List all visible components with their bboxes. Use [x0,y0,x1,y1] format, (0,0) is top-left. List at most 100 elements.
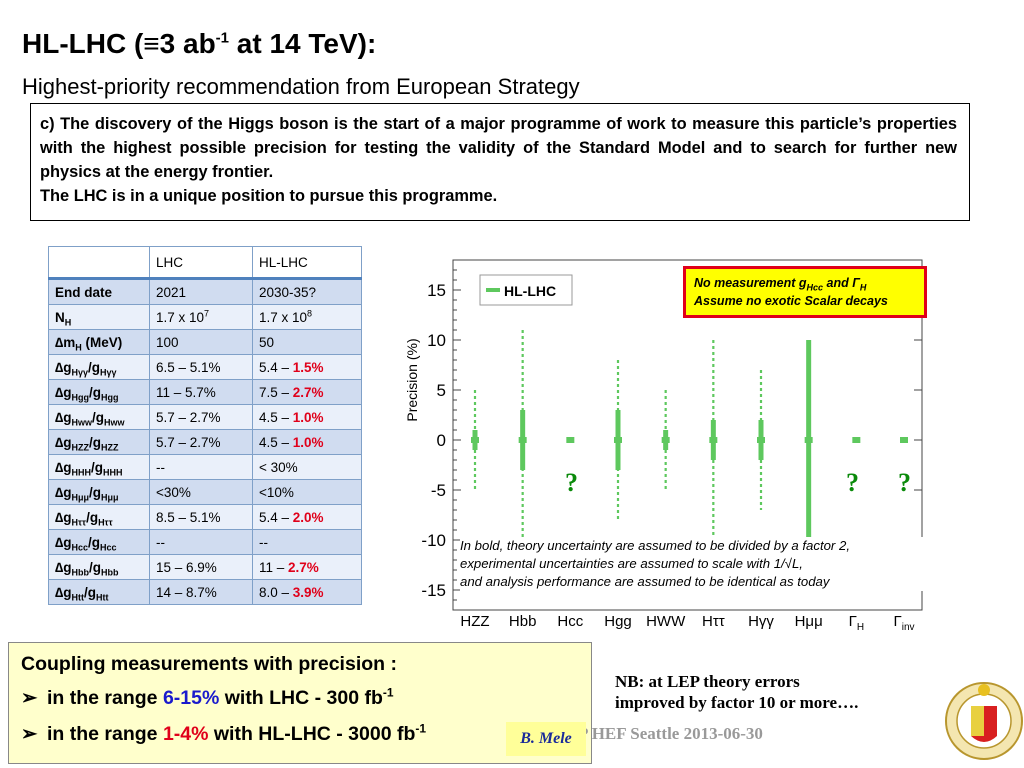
lhc-value: 100 [149,329,253,355]
y-tick-label: -15 [421,581,446,600]
table-row: ∆gHZZ/gHZZ 5.7 – 2.7% 4.5 – 1.0% [48,429,362,455]
hl-lhc-value: 1.7 x 108 [252,304,362,330]
y-tick-label: -5 [431,481,446,500]
lhc-value: 5.7 – 2.7% [149,429,253,455]
row-label: NH [48,304,150,330]
x-category-label: Hμμ [795,613,823,630]
x-category-label: Hgg [604,613,632,630]
table-row: NH 1.7 x 107 1.7 x 108 [48,304,362,330]
row-label: ∆gHgg/gHgg [48,379,150,405]
hl-lhc-value: 4.5 – 1.0% [252,404,362,430]
lep-note: NB: at LEP theory errors improved by fac… [615,672,859,712]
comparison-table: LHC HL-LHC End date 2021 2030-35? NH 1.7 x 1… [48,246,362,605]
data-point [852,437,861,443]
hl-lhc-value: 11 – 2.7% [252,554,362,580]
summary-item-hl-lhc: ➢ in the range 1-4% with HL-LHC - 3000 fb… [21,721,427,746]
conference-label: P HEF Seattle 2013-06-30 [578,724,763,743]
hl-lhc-value: < 30% [252,454,362,480]
data-point [471,437,479,443]
data-point [900,437,908,443]
lhc-value: 5.7 – 2.7% [149,404,253,430]
row-label: End date [48,278,150,305]
author-label: B. Mele [506,722,586,756]
data-point [614,437,622,443]
table-header-lhc: LHC [149,246,253,280]
hl-lhc-value: 50 [252,329,362,355]
y-tick-label: 15 [427,281,446,300]
lhc-value: 8.5 – 5.1% [149,504,253,530]
x-category-label: Hττ [702,613,725,630]
arrow-bullet-icon: ➢ [21,687,38,709]
legend-label: HL-LHC [504,283,556,299]
x-category-label: HWW [646,613,686,630]
data-point [804,437,813,443]
hl-lhc-value: 5.4 – 1.5% [252,354,362,380]
hl-lhc-value: 8.0 – 3.9% [252,579,362,605]
y-axis-label: Precision (%) [404,338,420,421]
table-row: ∆mH (MeV) 100 50 [48,329,362,355]
hl-lhc-value: <10% [252,479,362,505]
slide-subtitle: Highest-priority recommendation from Eur… [22,74,580,99]
row-label: ∆gHww/gHww [48,404,150,430]
strategy-text: c) The discovery of the Higgs boson is t… [40,115,957,181]
y-tick-label: 0 [437,431,446,450]
lhc-value: 2021 [149,278,253,305]
row-label: ∆gHHH/gHHH [48,454,150,480]
lhc-value: -- [149,529,253,555]
row-label: ∆mH (MeV) [48,329,150,355]
table-row: ∆gHgg/gHgg 11 – 5.7% 7.5 – 2.7% [48,379,362,405]
table-header-empty [48,246,150,280]
hl-lhc-value: 4.5 – 1.0% [252,429,362,455]
summary-heading: Coupling measurements with precision : [21,653,397,675]
lhc-value: 1.7 x 107 [149,304,253,330]
table-row: ∆gHww/gHww 5.7 – 2.7% 4.5 – 1.0% [48,404,362,430]
row-label: ∆gHcc/gHcc [48,529,150,555]
hl-lhc-value: 7.5 – 2.7% [252,379,362,405]
lhc-value: 6.5 – 5.1% [149,354,253,380]
row-label: ∆gHZZ/gHZZ [48,429,150,455]
table-row: ∆gHHH/gHHH -- < 30% [48,454,362,480]
data-point [661,437,670,443]
hl-lhc-value: 2030-35? [252,278,362,305]
x-category-label: Hbb [509,613,537,630]
table-row: ∆gHμμ/gHμμ <30% <10% [48,479,362,505]
x-category-label: ΓH [849,613,865,633]
hl-lhc-value: -- [252,529,362,555]
summary-box: Coupling measurements with precision : ➢… [8,642,592,764]
table-header-hl-lhc: HL-LHC [252,246,362,280]
strategy-text-2: The LHC is in a unique position to pursu… [40,187,498,205]
university-seal-icon [945,682,1023,760]
lhc-value: <30% [149,479,253,505]
x-category-label: Hγγ [748,613,774,630]
table-row: ∆gHττ/gHττ 8.5 – 5.1% 5.4 – 2.0% [48,504,362,530]
lhc-value: 11 – 5.7% [149,379,253,405]
table-header-row: LHC HL-LHC [48,246,362,280]
x-category-label: Hcc [557,613,583,630]
question-mark-gamma-inv: ? [898,468,911,497]
y-tick-label: 5 [437,381,446,400]
strategy-quote-box: c) The discovery of the Higgs boson is t… [30,103,970,221]
row-label: ∆gHττ/gHττ [48,504,150,530]
y-tick-label: 10 [427,331,446,350]
table-row: ∆gHcc/gHcc -- -- [48,529,362,555]
identity-symbol: ≡ [143,28,160,59]
arrow-bullet-icon: ➢ [21,723,38,745]
data-point [757,437,765,443]
x-category-label: Γinv [893,613,914,633]
table-row: ∆gHbb/gHbb 15 – 6.9% 11 – 2.7% [48,554,362,580]
slide-title: HL-LHC (≡3 ab-1 at 14 TeV): [22,28,377,59]
table-row: End date 2021 2030-35? [48,278,362,305]
question-mark-gamma-h: ? [846,468,859,497]
lhc-value: 14 – 8.7% [149,579,253,605]
table-row: ∆gHtt/gHtt 14 – 8.7% 8.0 – 3.9% [48,579,362,605]
table-row: ∆gHγγ/gHγγ 6.5 – 5.1% 5.4 – 1.5% [48,354,362,380]
data-point [566,437,575,443]
row-label: ∆gHγγ/gHγγ [48,354,150,380]
row-label: ∆gHtt/gHtt [48,579,150,605]
y-tick-label: -10 [421,531,446,550]
row-label: ∆gHμμ/gHμμ [48,479,150,505]
data-point [709,437,718,443]
lhc-value: -- [149,454,253,480]
row-label: ∆gHbb/gHbb [48,554,150,580]
question-mark-hcc: ? [565,468,578,497]
